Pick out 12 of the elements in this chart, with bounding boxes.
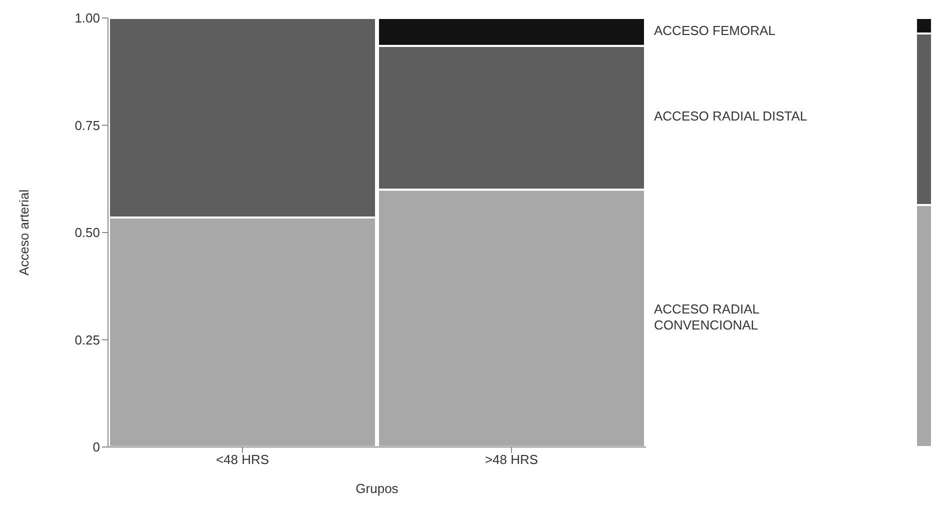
x-axis-title: Grupos bbox=[356, 481, 399, 496]
series-label: ACCESO FEMORAL bbox=[654, 23, 776, 38]
y-tick-label: 0.25 bbox=[74, 332, 100, 348]
x-tick-label: <48 HRS bbox=[216, 452, 270, 468]
y-tick-label: 0.50 bbox=[74, 225, 100, 240]
series-label: ACCESO RADIAL CONVENCIONAL bbox=[654, 302, 760, 333]
y-tick-label: 0.75 bbox=[74, 118, 100, 133]
series-label: ACCESO RADIAL DISTAL bbox=[654, 109, 808, 124]
y-axis-title: Acceso arterial bbox=[16, 189, 32, 276]
y-tick-label: 1.00 bbox=[74, 10, 100, 26]
x-tick-label: >48 HRS bbox=[484, 452, 538, 468]
y-tick-label: 0 bbox=[92, 440, 100, 455]
